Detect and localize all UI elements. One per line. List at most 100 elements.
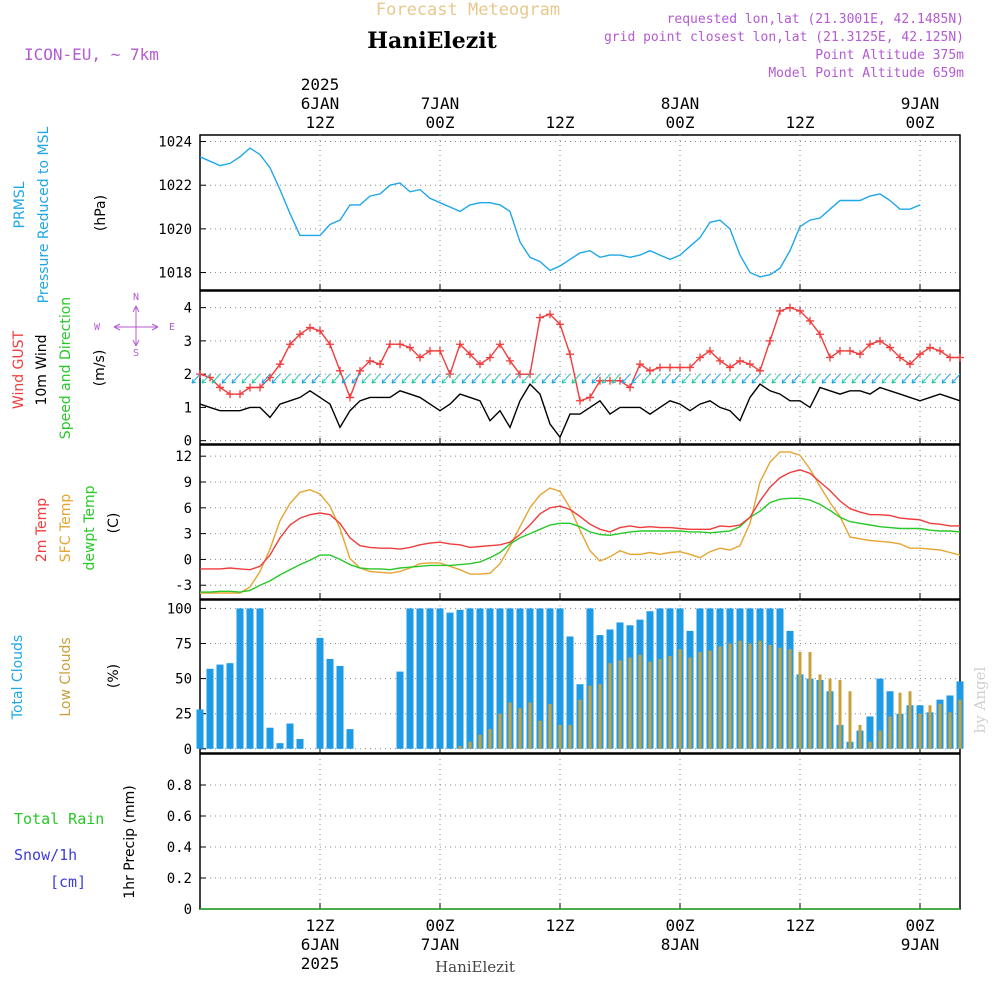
bottom-time-label: 00Z <box>906 916 935 935</box>
total-cloud-bar <box>406 608 414 749</box>
total-cloud-bar <box>226 663 234 749</box>
low-cloud-bar <box>918 713 922 749</box>
gust-marker <box>286 340 294 349</box>
bottom-time-label: 7JAN <box>421 935 460 954</box>
wind-direction-arrow-icon <box>631 373 641 384</box>
temperature-frame <box>199 444 961 600</box>
gust-line <box>199 306 960 402</box>
gust-marker <box>906 360 914 369</box>
bottom-time-label: 9JAN <box>901 935 940 954</box>
temperature-ytick-label: 3 <box>184 527 192 543</box>
low-cloud-bar <box>958 699 962 749</box>
watermark: by Angel <box>971 666 989 733</box>
wind-direction-arrow-icon <box>781 373 791 384</box>
low-cloud-bar <box>478 734 482 749</box>
low-cloud-bar <box>498 713 502 749</box>
gust-marker <box>306 323 314 332</box>
location-title: HaniElezit <box>367 28 497 54</box>
total-cloud-bar <box>206 668 214 749</box>
wind-direction-arrow-icon <box>261 373 271 384</box>
bottom-time-label: 00Z <box>426 916 455 935</box>
low-cloud-bar <box>708 650 712 749</box>
cloud-unit: (%) <box>106 664 122 688</box>
wind-ytick-label: 2 <box>184 367 192 383</box>
total-cloud-bar <box>196 709 204 749</box>
low-cloud-bar <box>608 663 612 749</box>
model-altitude: Model Point Altitude 659m <box>768 66 964 81</box>
snow-label: Snow/1h <box>14 846 77 864</box>
top-time-label: 8JAN <box>661 94 700 113</box>
wind-frame <box>199 290 961 445</box>
wind-direction-arrow-icon <box>311 373 321 384</box>
gust-marker <box>956 353 964 362</box>
wind-direction-arrow-icon <box>241 373 251 384</box>
gust-marker <box>566 350 574 359</box>
low-cloud-bar <box>768 644 772 749</box>
gust-marker <box>576 396 584 405</box>
gust-marker <box>546 310 554 319</box>
low-cloud-bar <box>548 703 552 749</box>
gust-marker <box>356 366 364 375</box>
gust-marker <box>936 346 944 355</box>
total-cloud-bar <box>256 608 264 749</box>
gust-marker <box>326 340 334 349</box>
gust-marker <box>376 360 384 369</box>
wind-ytick-label: 3 <box>184 334 192 350</box>
gust-marker <box>236 390 244 399</box>
gust-marker <box>666 363 674 372</box>
compass-e: E <box>169 322 175 333</box>
gust-marker <box>776 306 784 315</box>
low-cloud-bar <box>678 649 682 749</box>
low-cloud-bar <box>718 646 722 749</box>
top-time-label: 00Z <box>906 113 935 132</box>
gust-marker <box>686 363 694 372</box>
gust-marker <box>796 306 804 315</box>
low-cloud-bar <box>868 741 872 749</box>
low-cloud-bar <box>598 684 602 749</box>
wind-direction-label: Speed and Direction <box>58 297 74 439</box>
total-cloud-bar <box>516 608 524 749</box>
pressure-line <box>199 147 921 278</box>
wind-ytick-label: 4 <box>184 301 192 317</box>
low-cloud-bar <box>858 724 862 749</box>
wind-direction-arrow-icon <box>711 373 721 384</box>
compass-n: N <box>133 292 139 303</box>
wind-direction-arrow-icon <box>381 373 391 384</box>
low-cloud-bar <box>818 674 822 749</box>
gust-label: Wind GUST <box>11 330 27 409</box>
low-cloud-bar <box>728 643 732 749</box>
total-cloud-label: Total Clouds <box>10 635 26 720</box>
wind-direction-arrow-icon <box>581 373 591 384</box>
low-cloud-bar <box>588 685 592 749</box>
dewpt-label: dewpt Temp <box>82 485 98 570</box>
gust-marker <box>476 360 484 369</box>
total-cloud-bar <box>276 743 284 749</box>
clouds-ytick-label: 100 <box>167 601 192 617</box>
temperature-ytick-label: 0 <box>184 552 192 568</box>
gust-marker <box>656 363 664 372</box>
low-cloud-bar <box>528 702 532 749</box>
low-cloud-bar <box>848 691 852 749</box>
precip-ytick-label: 0 <box>184 902 192 918</box>
low-cloud-bar <box>928 705 932 749</box>
low-cloud-bar <box>938 703 942 749</box>
bottom-time-label: 2025 <box>301 954 340 973</box>
low-cloud-bar <box>788 649 792 749</box>
wind-direction-arrow-icon <box>351 373 361 384</box>
temperature-ytick-label: 12 <box>175 449 192 465</box>
wind-direction-arrow-icon <box>881 373 891 384</box>
gust-marker <box>276 360 284 369</box>
precip-unit: 1hr Precip (mm) <box>122 785 138 898</box>
total-cloud-bar <box>396 671 404 749</box>
top-time-label: 12Z <box>306 113 335 132</box>
rain-label: Total Rain <box>14 810 104 828</box>
wind-direction-arrow-icon <box>641 373 651 384</box>
total-cloud-bar <box>566 636 574 749</box>
wind-direction-arrow-icon <box>761 373 771 384</box>
total-cloud-bar <box>216 664 224 749</box>
clouds-ytick-label: 75 <box>175 637 192 653</box>
low-cloud-bar <box>518 708 522 749</box>
top-time-label: 2025 <box>301 75 340 94</box>
